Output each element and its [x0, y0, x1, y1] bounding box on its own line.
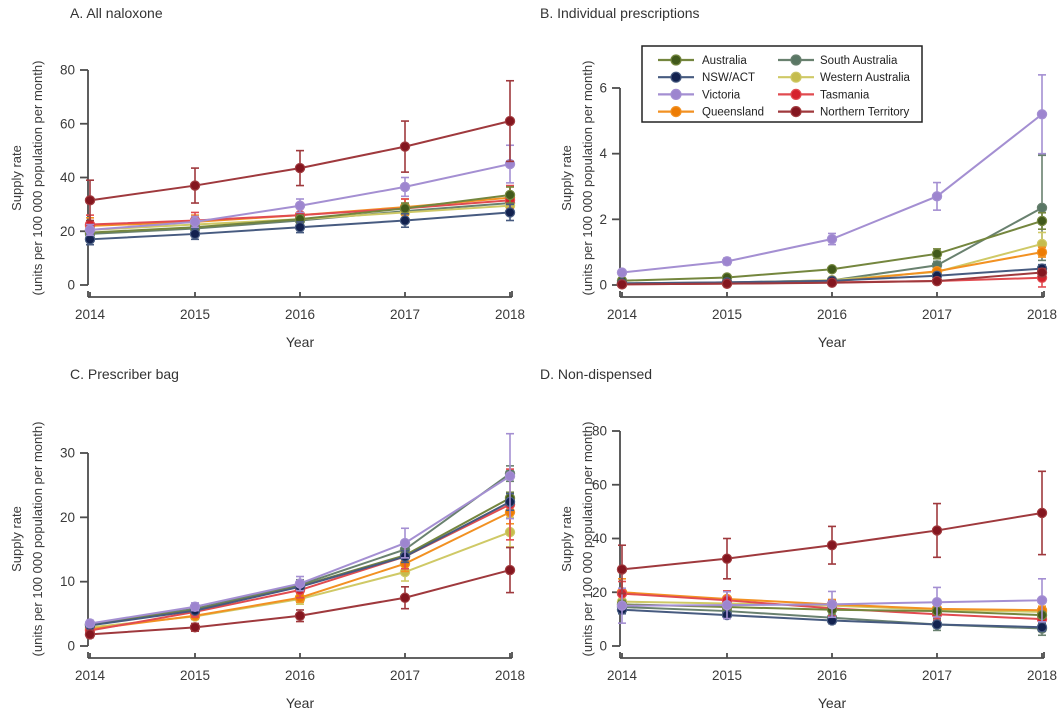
- svg-text:2014: 2014: [75, 307, 106, 322]
- axes: [80, 452, 513, 659]
- svg-text:2018: 2018: [1027, 307, 1057, 322]
- series-australia: [84, 491, 516, 630]
- svg-text:0: 0: [599, 639, 607, 654]
- svg-text:2015: 2015: [180, 668, 210, 683]
- tick-labels: 0 10 20 30 2014 2015 2016 2017 2018: [60, 446, 525, 684]
- svg-text:20: 20: [60, 224, 75, 239]
- y-axis-label-line1: Supply rate: [559, 145, 574, 211]
- svg-text:NSW/ACT: NSW/ACT: [702, 72, 755, 84]
- svg-text:40: 40: [60, 170, 75, 185]
- svg-text:2017: 2017: [922, 307, 952, 322]
- y-axis-label-line1: Supply rate: [9, 506, 24, 572]
- series-northern-territory: [616, 267, 1048, 290]
- panel-c-x-axis-label: Year: [285, 695, 315, 711]
- svg-text:2016: 2016: [285, 307, 315, 322]
- svg-text:2015: 2015: [712, 668, 742, 683]
- panel-d-chart: 0 20 40 60 80 2014 2015 2016 2017 2018: [592, 424, 1057, 684]
- series-victoria: [616, 74, 1048, 278]
- axes: [612, 87, 1045, 298]
- panel-a-all-naloxone: 0 20 40 60 80 2014 2015 2016 2017 2018 A. All nal…: [0, 0, 532, 361]
- panel-d-y-axis-label: Supply rate (units per 100 000 populatio…: [556, 369, 600, 709]
- tick-labels: 0 2 4 6 2014 2015 2016 2017 2018: [599, 81, 1057, 323]
- svg-text:2017: 2017: [390, 307, 420, 322]
- series-australia: [616, 211, 1048, 286]
- panel-d-title: D. Non-dispensed: [540, 366, 653, 382]
- svg-text:60: 60: [592, 477, 607, 492]
- svg-text:0: 0: [67, 278, 75, 293]
- y-axis-label-line1: Supply rate: [9, 145, 24, 211]
- panel-a-title: A. All naloxone: [70, 5, 163, 21]
- svg-text:40: 40: [592, 531, 607, 546]
- panel-b-title: B. Individual prescriptions: [540, 5, 700, 21]
- panel-b-x-axis-label: Year: [817, 334, 847, 350]
- svg-text:4: 4: [599, 146, 607, 161]
- svg-text:20: 20: [592, 585, 607, 600]
- series-victoria: [84, 432, 516, 629]
- tick-labels: 0 20 40 60 80 2014 2015 2016 2017 2018: [60, 63, 525, 323]
- axes: [80, 69, 513, 298]
- svg-text:2: 2: [599, 212, 607, 227]
- svg-text:80: 80: [592, 424, 607, 439]
- svg-text:20: 20: [60, 510, 75, 525]
- svg-text:2016: 2016: [285, 668, 315, 683]
- svg-text:2014: 2014: [607, 668, 638, 683]
- series-victoria: [84, 144, 516, 237]
- y-axis-label-line2: (units per 100 000 population per month): [30, 421, 45, 657]
- y-axis-label-line2: (units per 100 000 population per month): [580, 421, 595, 657]
- panel-c-prescriber-bag: 0 10 20 30 2014 2015 2016 2017 2018 C. Prescribe…: [0, 361, 532, 722]
- panel-a-y-axis-label: Supply rate (units per 100 000 populatio…: [6, 8, 50, 348]
- series-victoria: [616, 578, 1048, 624]
- svg-text:2018: 2018: [495, 307, 525, 322]
- svg-text:30: 30: [60, 446, 75, 461]
- legend: Australia NSW/ACT Victoria Queensland South …: [641, 45, 923, 123]
- svg-text:2018: 2018: [495, 668, 525, 683]
- svg-text:6: 6: [599, 81, 607, 96]
- svg-text:Australia: Australia: [702, 55, 747, 67]
- svg-text:2016: 2016: [817, 307, 847, 322]
- series-northern-territory: [84, 546, 516, 640]
- svg-text:Queensland: Queensland: [702, 107, 764, 119]
- svg-text:2014: 2014: [607, 307, 638, 322]
- panel-c-chart: 0 10 20 30 2014 2015 2016 2017 2018: [60, 432, 525, 684]
- panel-d-x-axis-label: Year: [817, 695, 847, 711]
- svg-text:Victoria: Victoria: [702, 89, 741, 101]
- panel-a-chart: 0 20 40 60 80 2014 2015 2016 2017 2018: [60, 63, 525, 323]
- panel-b-individual-prescriptions: 0 2 4 6 2014 2015 2016 2017 2018 Australia NSW/ACT…: [532, 0, 1064, 361]
- series-northern-territory: [84, 79, 516, 222]
- panel-c-title: C. Prescriber bag: [70, 366, 179, 382]
- panel-d-non-dispensed: 0 20 40 60 80 2014 2015 2016 2017 2018 D. Non-dis…: [532, 361, 1064, 722]
- panel-c-y-axis-label: Supply rate (units per 100 000 populatio…: [6, 369, 50, 709]
- svg-text:60: 60: [60, 116, 75, 131]
- svg-text:Western Australia: Western Australia: [820, 72, 911, 84]
- panel-b-y-axis-label: Supply rate (units per 100 000 populatio…: [556, 8, 600, 348]
- svg-text:South Australia: South Australia: [820, 55, 898, 67]
- svg-text:0: 0: [599, 278, 607, 293]
- svg-text:0: 0: [67, 639, 75, 654]
- svg-text:2015: 2015: [712, 307, 742, 322]
- svg-text:10: 10: [60, 574, 75, 589]
- svg-text:2018: 2018: [1027, 668, 1057, 683]
- svg-text:80: 80: [60, 63, 75, 78]
- svg-text:2014: 2014: [75, 668, 106, 683]
- svg-text:2015: 2015: [180, 307, 210, 322]
- tick-labels: 0 20 40 60 80 2014 2015 2016 2017 2018: [592, 424, 1057, 684]
- y-axis-label-line2: (units per 100 000 population per month): [30, 60, 45, 296]
- y-axis-label-line2: (units per 100 000 population per month): [580, 60, 595, 296]
- panel-b-chart: 0 2 4 6 2014 2015 2016 2017 2018 Australia NSW/ACT…: [599, 45, 1057, 323]
- svg-text:Northern Territory: Northern Territory: [820, 107, 910, 119]
- series-northern-territory: [616, 470, 1048, 595]
- panel-a-x-axis-label: Year: [285, 334, 315, 350]
- y-axis-label-line1: Supply rate: [559, 506, 574, 572]
- svg-text:2017: 2017: [922, 668, 952, 683]
- svg-text:2016: 2016: [817, 668, 847, 683]
- svg-text:2017: 2017: [390, 668, 420, 683]
- svg-text:Tasmania: Tasmania: [820, 89, 870, 101]
